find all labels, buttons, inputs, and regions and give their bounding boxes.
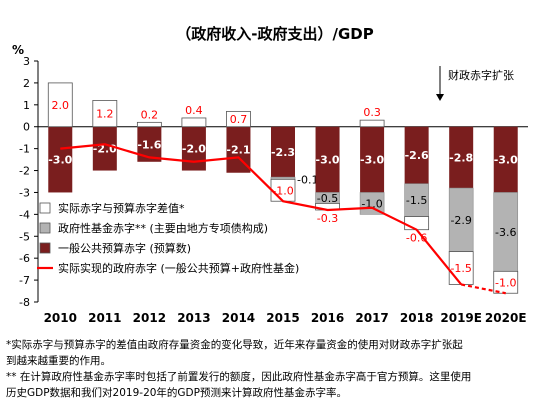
label-fund: -3.6 (495, 226, 516, 239)
label-budget: -3.0 (360, 154, 384, 167)
bar-budget (360, 126, 385, 193)
label-gap: 0.2 (141, 108, 159, 121)
x-tick-label: 2016 (311, 311, 344, 325)
bar-gap (404, 216, 430, 231)
label-gap: -0.3 (317, 212, 338, 225)
legend-swatch (39, 202, 51, 214)
x-tick-label: 2019E (440, 311, 482, 325)
x-tick-label: 2012 (133, 311, 166, 325)
footnote-line: ** 在计算政府性基金赤字率时包括了前置发行的额度，因此政府性基金赤字高于官方预… (6, 371, 472, 383)
bar-fund (404, 183, 429, 217)
footnote-line: 历史GDP数据和我们对2019-20年的GDP预测来计算政府性基金赤字率。 (6, 387, 347, 399)
x-tick-label: 2014 (222, 311, 255, 325)
bar-gap (136, 121, 162, 128)
label-budget: -1.6 (137, 138, 161, 151)
label-gap: 2.0 (52, 99, 70, 112)
bar-budget (271, 126, 295, 178)
x-tick-label: 2017 (355, 311, 388, 325)
legend-label: 政府性基金赤字** (主要由地方专项债构成) (58, 221, 268, 235)
y-tick-label: 3 (23, 55, 30, 68)
bar-fund (493, 192, 519, 272)
bar-gap (226, 110, 251, 128)
legend-label: 一般公共预算赤字 (预算数) (58, 241, 191, 255)
actual-deficit-line-forecast (460, 283, 506, 295)
label-budget: -3.0 (316, 154, 340, 167)
y-tick-label: -8 (19, 296, 30, 309)
bar-gap (359, 119, 385, 128)
bar-budget (92, 126, 117, 171)
x-tick-label: 2013 (177, 311, 210, 325)
footnote-line: 到越来越重要的作用。 (6, 355, 111, 367)
bar-budget (315, 126, 340, 193)
x-tick-label: 2018 (400, 311, 433, 325)
y-tick-label: -1 (19, 143, 30, 156)
y-axis-unit: % (12, 43, 25, 57)
y-tick-label: 0 (23, 121, 30, 134)
label-fund: -1.5 (406, 194, 427, 207)
bar-budget (493, 126, 518, 193)
legend-swatch (39, 222, 51, 234)
actual-deficit-line (60, 143, 463, 286)
label-budget: -3.0 (494, 154, 518, 167)
bar-budget (449, 126, 474, 189)
bar-budget (404, 126, 429, 184)
bar-budget (181, 126, 206, 171)
bar-gap (47, 82, 73, 128)
label-gap: 0.7 (230, 113, 248, 126)
label-gap: -1.5 (450, 262, 471, 275)
y-tick-label: -3 (19, 186, 30, 199)
label-gap: 0.4 (185, 104, 203, 117)
legend-label: 实际实现的政府赤字 (一般公共预算+政府性基金) (58, 261, 299, 275)
bar-gap (92, 100, 118, 128)
chart-title: （政府收入-政府支出）/GDP (176, 25, 374, 43)
label-fund: -0.5 (317, 192, 338, 205)
label-budget: -2.1 (226, 144, 250, 157)
legend-swatch (39, 242, 51, 254)
x-tick-label: 2015 (266, 311, 299, 325)
x-tick-label: 2011 (88, 311, 121, 325)
bar-gap (181, 117, 207, 128)
y-tick-label: -5 (19, 230, 30, 243)
y-tick-label: 1 (23, 99, 30, 112)
expansion-arrow-head (436, 94, 444, 101)
label-gap: -1.0 (495, 276, 516, 289)
bar-budget (48, 126, 73, 193)
label-budget: -3.0 (48, 154, 72, 167)
label-budget: -2.3 (271, 146, 295, 159)
y-tick-label: 2 (23, 77, 30, 90)
legend-label: 实际赤字与预算赤字差值* (58, 201, 185, 215)
x-tick-label: 2020E (485, 311, 527, 325)
y-tick-label: -2 (19, 165, 30, 178)
footnote-line: *实际赤字与预算赤字的差值由政府存量资金的变化导致，近年来存量资金的使用对财政赤… (6, 339, 463, 351)
y-tick-label: -4 (19, 208, 30, 221)
y-tick-label: -6 (19, 252, 30, 265)
label-budget: -2.8 (449, 151, 473, 164)
label-gap: 0.3 (363, 106, 381, 119)
chart-canvas: 3 2 1 0 -1 -2 -3 -4 -5 -6 -7 -8 2010 -3.0 2.0 2011 -2.0 1… (19, 55, 528, 325)
y-tick-label: -7 (19, 274, 30, 287)
footnotes: *实际赤字与预算赤字的差值由政府存量资金的变化导致，近年来存量资金的使用对财政赤… (6, 337, 546, 401)
annotation-text: 财政赤字扩张 (448, 68, 514, 82)
label-budget: -2.0 (182, 143, 206, 156)
x-tick-label: 2010 (44, 311, 77, 325)
label-fund: -0.1 (297, 173, 318, 186)
label-fund: -2.9 (450, 214, 471, 227)
label-budget: -2.6 (405, 149, 429, 162)
bar-fund (448, 187, 474, 252)
bar-gap (448, 251, 474, 285)
label-gap: 1.2 (96, 108, 114, 121)
label-gap: -1.0 (272, 184, 293, 197)
